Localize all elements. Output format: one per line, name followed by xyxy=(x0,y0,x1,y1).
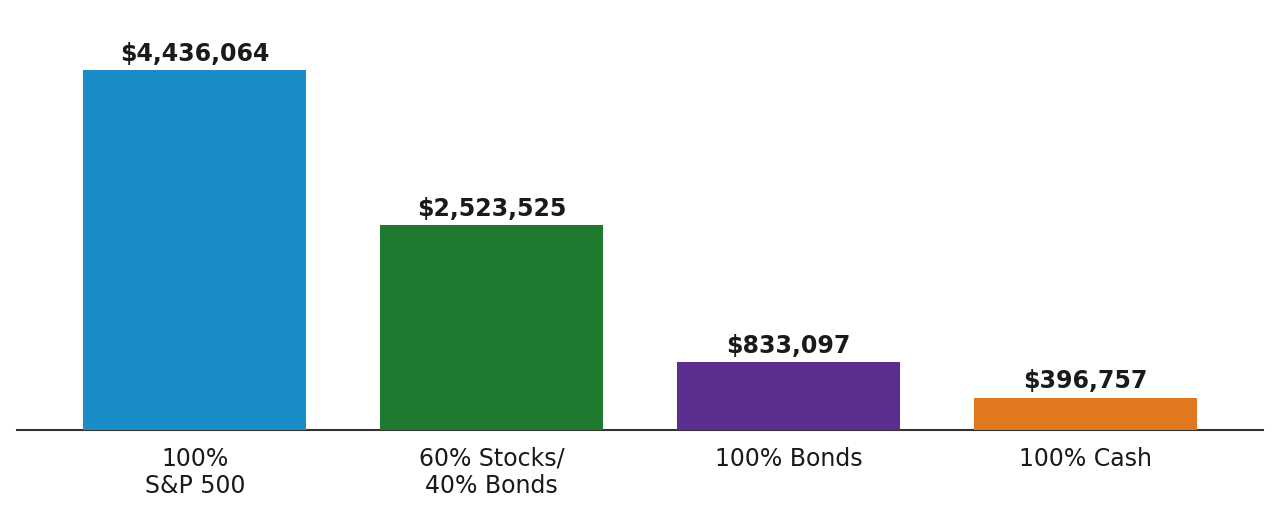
Bar xyxy=(380,226,603,430)
Text: $2,523,525: $2,523,525 xyxy=(417,197,566,220)
Text: $4,436,064: $4,436,064 xyxy=(120,42,270,65)
Text: $833,097: $833,097 xyxy=(726,334,851,357)
Text: $396,757: $396,757 xyxy=(1023,369,1147,393)
Bar xyxy=(974,398,1197,430)
Bar xyxy=(677,363,900,430)
Bar xyxy=(83,71,306,430)
